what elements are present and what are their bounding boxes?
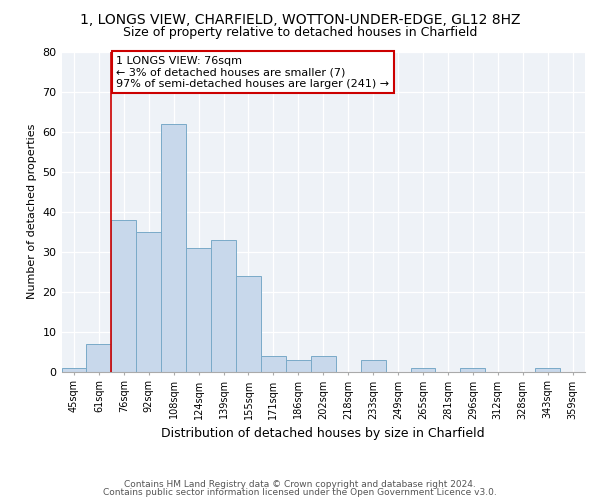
Y-axis label: Number of detached properties: Number of detached properties bbox=[27, 124, 37, 300]
Bar bbox=[361, 360, 386, 372]
Bar bbox=[62, 368, 86, 372]
Text: 1 LONGS VIEW: 76sqm
← 3% of detached houses are smaller (7)
97% of semi-detached: 1 LONGS VIEW: 76sqm ← 3% of detached hou… bbox=[116, 56, 389, 88]
Bar bbox=[535, 368, 560, 372]
Bar bbox=[311, 356, 336, 372]
X-axis label: Distribution of detached houses by size in Charfield: Distribution of detached houses by size … bbox=[161, 427, 485, 440]
Bar bbox=[86, 344, 112, 371]
Bar bbox=[460, 368, 485, 372]
Text: Size of property relative to detached houses in Charfield: Size of property relative to detached ho… bbox=[123, 26, 477, 39]
Bar bbox=[112, 220, 136, 372]
Text: Contains public sector information licensed under the Open Government Licence v3: Contains public sector information licen… bbox=[103, 488, 497, 497]
Text: 1, LONGS VIEW, CHARFIELD, WOTTON-UNDER-EDGE, GL12 8HZ: 1, LONGS VIEW, CHARFIELD, WOTTON-UNDER-E… bbox=[80, 12, 520, 26]
Bar bbox=[161, 124, 186, 372]
Bar bbox=[410, 368, 436, 372]
Bar bbox=[136, 232, 161, 372]
Bar bbox=[186, 248, 211, 372]
Bar bbox=[261, 356, 286, 372]
Text: Contains HM Land Registry data © Crown copyright and database right 2024.: Contains HM Land Registry data © Crown c… bbox=[124, 480, 476, 489]
Bar bbox=[236, 276, 261, 372]
Bar bbox=[211, 240, 236, 372]
Bar bbox=[286, 360, 311, 372]
